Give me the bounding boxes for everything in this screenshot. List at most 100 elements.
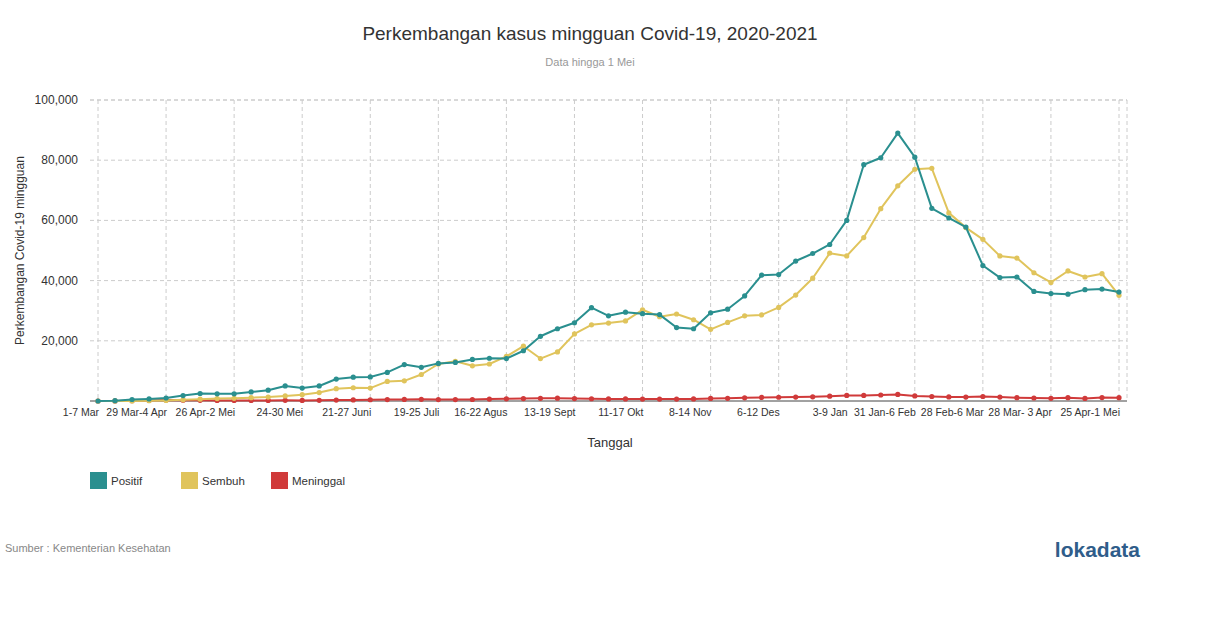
series-point <box>470 397 475 402</box>
series-point <box>504 396 509 401</box>
series-point <box>95 398 100 403</box>
x-tick-label: 3-9 Jan <box>813 406 848 418</box>
series-point <box>1014 274 1019 279</box>
series-point <box>436 361 441 366</box>
series-point <box>215 396 220 401</box>
series-point <box>827 242 832 247</box>
series-point <box>742 313 747 318</box>
series-point <box>776 305 781 310</box>
series-point <box>776 395 781 400</box>
series-point <box>538 396 543 401</box>
series-point <box>436 397 441 402</box>
series-point <box>691 396 696 401</box>
x-grid <box>914 100 915 401</box>
subtitle: Data hingga 1 Mei <box>545 56 634 68</box>
series-point <box>674 396 679 401</box>
series-point <box>538 356 543 361</box>
series-point <box>742 395 747 400</box>
x-grid <box>574 100 575 401</box>
series-point <box>759 395 764 400</box>
series-line <box>98 168 1119 401</box>
series-point <box>997 394 1002 399</box>
series-point <box>1048 396 1053 401</box>
series-point <box>1014 395 1019 400</box>
series-point <box>912 167 917 172</box>
series-point <box>980 237 985 242</box>
series-point <box>878 392 883 397</box>
chart-root: Perkembangan kasus mingguan Covid-19, 20… <box>0 0 1210 628</box>
series-point <box>657 312 662 317</box>
series-point <box>555 326 560 331</box>
x-tick-label: 26 Apr-2 Mei <box>176 406 236 418</box>
plot-area <box>95 131 1121 404</box>
series-point <box>1048 280 1053 285</box>
x-tick-label: 11-17 Okt <box>598 406 643 418</box>
series-point <box>317 398 322 403</box>
series-point <box>521 348 526 353</box>
series-point <box>674 311 679 316</box>
series-point <box>810 394 815 399</box>
series-point <box>657 396 662 401</box>
series-point <box>419 397 424 402</box>
series-point <box>317 390 322 395</box>
x-tick-label: 6-12 Des <box>737 406 780 418</box>
series-point <box>1065 292 1070 297</box>
series-point <box>895 183 900 188</box>
legend-swatch <box>271 472 288 489</box>
series-point <box>606 320 611 325</box>
y-grid <box>90 280 1127 281</box>
x-tick-label: 16-22 Agus <box>454 406 507 418</box>
series-point <box>997 275 1002 280</box>
series-point <box>385 370 390 375</box>
series-point <box>453 360 458 365</box>
series-point <box>623 396 628 401</box>
series-point <box>963 394 968 399</box>
x-grid <box>710 100 711 401</box>
x-tick-label: 28 Mar- 3 Apr <box>988 406 1052 418</box>
series-point <box>912 155 917 160</box>
series-point <box>691 326 696 331</box>
logo: lokadata <box>1055 538 1141 561</box>
series-point <box>419 372 424 377</box>
legend-label: Sembuh <box>202 475 245 487</box>
x-grid <box>1119 100 1120 401</box>
series-point <box>589 396 594 401</box>
x-tick-label: 1-7 Mar <box>63 406 100 418</box>
series-point <box>946 210 951 215</box>
series-point <box>844 393 849 398</box>
series-point <box>112 398 117 403</box>
series-point <box>946 394 951 399</box>
series-point <box>419 365 424 370</box>
series-point <box>1065 268 1070 273</box>
series-point <box>929 166 934 171</box>
series-point <box>487 361 492 366</box>
series-point <box>180 398 185 403</box>
y-grid <box>90 220 1127 221</box>
series-point <box>521 396 526 401</box>
series-point <box>946 215 951 220</box>
series-point <box>368 397 373 402</box>
source: Sumber : Kementerian Kesehatan <box>5 542 171 554</box>
series-point <box>1031 289 1036 294</box>
series-point <box>215 391 220 396</box>
x-tick-label: 13-19 Sept <box>524 406 575 418</box>
x-grid <box>234 100 235 401</box>
series-point <box>283 393 288 398</box>
series-point <box>776 272 781 277</box>
x-grid <box>166 100 167 401</box>
series-point <box>487 397 492 402</box>
x-grid <box>1050 100 1051 401</box>
x-grid <box>302 100 303 401</box>
series-point <box>95 398 100 403</box>
x-grid <box>982 100 983 401</box>
y-tick-label: 100,000 <box>35 93 79 107</box>
series-point <box>402 378 407 383</box>
series-point <box>861 235 866 240</box>
series-point <box>895 392 900 397</box>
series-point <box>572 331 577 336</box>
series-point <box>300 398 305 403</box>
series-point <box>112 398 117 403</box>
series-point <box>334 397 339 402</box>
x-grid <box>778 100 779 401</box>
series-point <box>793 394 798 399</box>
